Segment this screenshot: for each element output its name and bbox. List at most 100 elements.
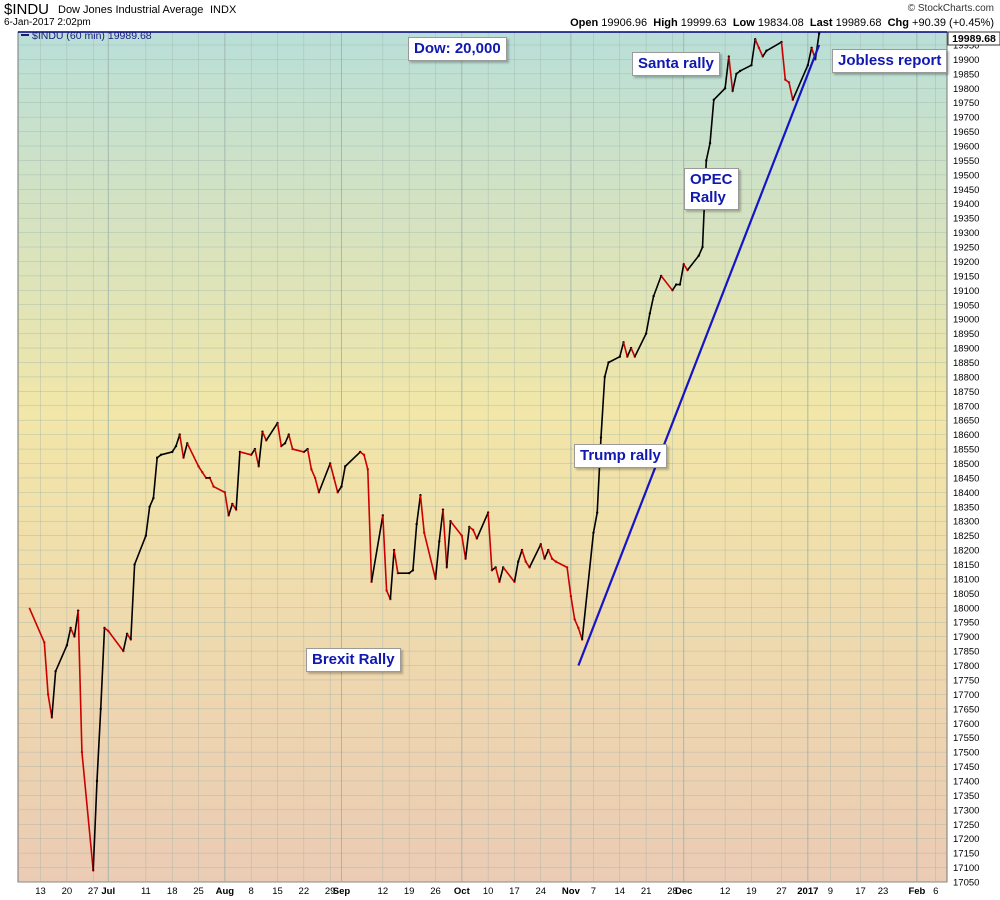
stockcharts-watermark: © StockCharts.com (907, 3, 994, 14)
price-segment (382, 515, 388, 591)
last-value: 19989.68 (835, 17, 882, 29)
price-segment (792, 64, 809, 101)
x-tick-label: 19 (746, 886, 757, 897)
x-tick-label: 15 (272, 886, 283, 897)
price-segment (577, 627, 583, 640)
price-segment (213, 485, 226, 494)
price-segment (728, 56, 734, 92)
price-segment (645, 313, 651, 334)
y-tick-label: 19750 (953, 98, 979, 109)
y-tick-label: 18950 (953, 329, 979, 340)
x-tick-label: 8 (249, 886, 254, 897)
price-segment (528, 543, 542, 568)
price-segment (265, 422, 279, 441)
y-tick-label: 17350 (953, 791, 979, 802)
price-segment (698, 246, 704, 257)
low-value: 19834.08 (757, 17, 804, 29)
price-segment (344, 451, 361, 467)
y-tick-label: 17700 (953, 690, 979, 701)
x-tick-label: 27 (88, 886, 99, 897)
price-segment (679, 264, 685, 285)
price-segment (766, 41, 782, 52)
x-tick-label: 27 (776, 886, 787, 897)
price-segment (178, 434, 185, 458)
price-segment (758, 47, 764, 57)
x-tick-label: 26 (430, 886, 441, 897)
price-segment (77, 610, 83, 753)
x-tick-label: Dec (675, 886, 692, 897)
price-segment (310, 468, 316, 479)
y-tick-label: 19200 (953, 257, 979, 268)
y-tick-label: 17900 (953, 632, 979, 643)
price-segment (333, 477, 339, 493)
price-segment (709, 99, 715, 144)
x-tick-label: 12 (378, 886, 389, 897)
price-segment (284, 434, 290, 444)
price-segment (600, 376, 606, 438)
y-tick-label: 19900 (953, 55, 979, 66)
y-tick-label: 17550 (953, 733, 979, 744)
y-tick-label: 17050 (953, 878, 979, 889)
price-segment (130, 564, 136, 640)
x-tick-label: 21 (641, 886, 652, 897)
company-name: Dow Jones Industrial Average (58, 4, 204, 16)
price-segment (69, 627, 76, 637)
price-segment (731, 73, 738, 92)
y-tick-label: 19700 (953, 113, 979, 124)
price-segment (81, 752, 95, 871)
price-segment (513, 561, 520, 582)
price-segment (43, 642, 49, 695)
price-segment (603, 362, 610, 378)
price-segment (393, 549, 399, 574)
y-axis: 17050 17100 17150 17200 17250 17300 17350 17400… (953, 40, 979, 888)
price-segment (476, 512, 489, 539)
y-tick-label: 17100 (953, 863, 979, 874)
y-tick-label: 19550 (953, 156, 979, 167)
grid (18, 32, 947, 883)
price-segment (340, 466, 347, 487)
price-segment (660, 275, 674, 291)
x-tick-label: Oct (454, 886, 471, 897)
x-tick-label: 9 (828, 886, 833, 897)
price-segment (47, 694, 53, 718)
x-tick-label: 17 (855, 886, 866, 897)
price-segment (652, 275, 662, 297)
price-segment (634, 333, 647, 358)
y-tick-label: 18150 (953, 560, 979, 571)
y-tick-label: 18100 (953, 574, 979, 585)
price-segment (306, 448, 313, 470)
price-segment (412, 524, 418, 571)
last-label: Last (809, 17, 833, 29)
price-segment (619, 342, 625, 357)
y-tick-label: 18500 (953, 459, 979, 470)
price-segment (649, 295, 655, 314)
price-segment (227, 503, 234, 516)
price-segment (122, 633, 128, 652)
x-tick-label: 17 (509, 886, 520, 897)
y-tick-label: 19500 (953, 170, 979, 181)
x-tick-label: 11 (141, 886, 151, 897)
price-segment (145, 506, 151, 536)
annotation-opec-line2: Rally (690, 189, 726, 206)
price-series (28, 32, 821, 872)
price-segment (92, 780, 98, 871)
y-tick-label: 17850 (953, 647, 979, 658)
price-segment (160, 451, 173, 456)
price-segment (807, 47, 813, 66)
annotation-brexit-rally: Brexit Rally (306, 648, 401, 672)
price-segment (99, 627, 106, 709)
price-segment (540, 544, 546, 559)
price-segment (96, 708, 102, 782)
y-tick-label: 17300 (953, 805, 979, 816)
price-segment (54, 645, 68, 672)
x-tick-label: Sep (333, 886, 351, 897)
price-segment (314, 477, 320, 493)
annotation-opec-rally: OPEC Rally (684, 168, 739, 210)
plot-area (17, 31, 948, 883)
x-tick-label: 24 (536, 886, 547, 897)
price-segment (464, 526, 471, 559)
y-tick-label: 18400 (953, 488, 979, 499)
price-segment (517, 549, 523, 562)
y-tick-label: 18650 (953, 416, 979, 427)
